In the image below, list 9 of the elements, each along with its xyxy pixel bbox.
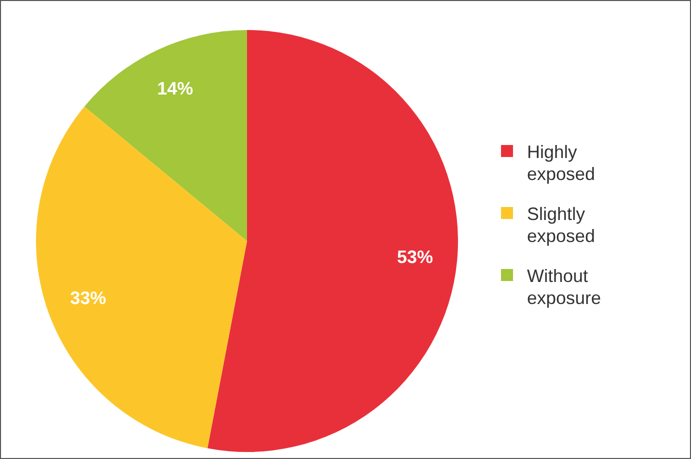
- data-label: 14%: [157, 78, 194, 98]
- data-label: 33%: [70, 288, 106, 308]
- legend-label: Highly exposed: [527, 141, 596, 185]
- legend-label: Slightly exposed: [527, 203, 596, 247]
- legend-label: Without exposure: [527, 265, 602, 309]
- pie-slice: [207, 30, 458, 452]
- pie-slice: [36, 106, 247, 448]
- pie-slice: [84, 30, 247, 241]
- data-label: 53%: [397, 246, 434, 267]
